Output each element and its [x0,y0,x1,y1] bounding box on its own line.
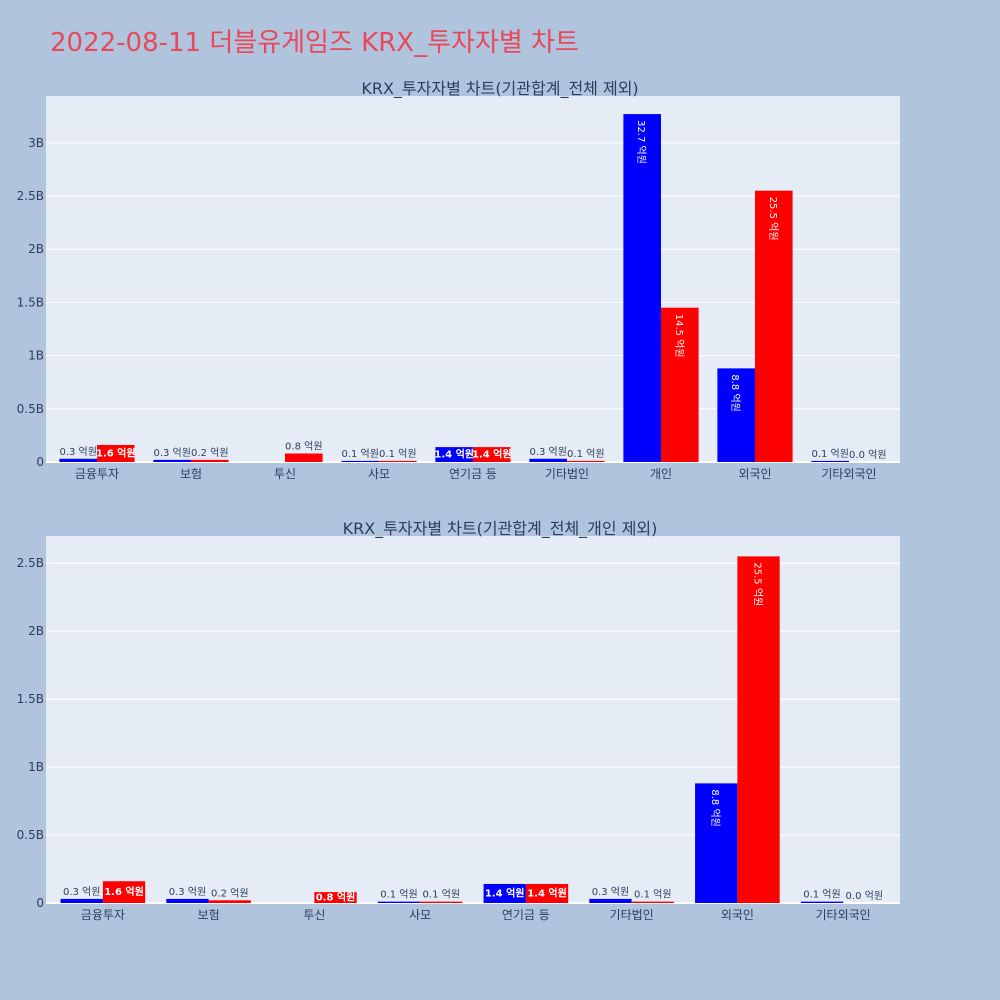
page-title: 2022-08-11 더블유게임즈 KRX_투자자별 차트 [50,28,579,58]
bar [153,459,191,462]
y-tick-label: 2.5B [17,189,44,203]
y-tick-label: 0.5B [17,402,44,416]
y-tick-label: 2B [28,624,44,638]
bar-data-label: 0.3 억원 [59,446,96,458]
bar-data-label: 0.1 억원 [379,448,416,460]
bar-data-label: 0.1 억원 [634,889,671,901]
bar-data-label: 8.8 억원 [709,789,721,826]
bar-data-label: 1.6 억원 [96,446,136,459]
x-tick-label: 투신 [303,908,325,922]
x-tick-label: 개인 [650,467,672,481]
bar-data-label: 0.3 억원 [529,446,566,458]
x-tick-label: 금융투자 [81,908,125,922]
bar-data-label: 0.0 억원 [846,890,883,902]
x-tick-label: 투신 [274,467,296,481]
bar [435,447,473,462]
y-tick-label: 1.5B [17,692,44,706]
bar-data-label: 0.0 억원 [849,449,886,461]
bar [191,459,229,462]
bar-data-label: 25.5 억원 [752,562,764,606]
bar-data-label: 1.6 억원 [104,885,144,898]
bar [208,900,251,903]
bar [631,901,674,903]
bar [420,901,463,903]
x-tick-label: 기타외국인 [821,467,876,481]
chart-institution-total-individual-excluded: KRX_투자자별 차트(기관합계_전체_개인 제외) 0 0.5B 1B 1.5B 2B 2… [17,519,900,922]
bar [695,783,738,903]
bar-data-label: 0.2 억원 [211,887,248,899]
bar-data-label: 14.5 억원 [673,314,685,358]
y-tick-label: 1B [28,349,44,363]
bar [567,460,605,462]
bar [379,460,417,462]
bar [661,307,699,462]
y-tick-label: 3B [28,136,44,150]
y-tick-label: 1.5B [17,295,44,309]
bar [623,114,661,462]
x-tick-label: 기타법인 [545,467,589,481]
y-tick-label: 0 [36,455,44,469]
bar [483,883,526,903]
bar [737,556,780,903]
bar-data-label: 0.3 억원 [169,886,206,898]
bar-data-label: 0.8 억원 [316,891,356,904]
bar-data-label: 1.4 억원 [472,448,512,461]
bar [97,444,135,462]
bar-data-label: 0.1 억원 [811,448,848,460]
bar-data-label: 0.3 억원 [153,447,190,459]
bar-data-label: 0.3 억원 [592,886,629,898]
bar-data-label: 1.4 억원 [527,886,567,899]
bar [60,898,103,903]
bar-data-label: 0.3 억원 [63,886,100,898]
bar [473,447,511,462]
y-tick-label: 0.5B [17,828,44,842]
bar-data-label: 1.4 억원 [485,886,525,899]
bar-data-label: 0.1 억원 [567,448,604,460]
bar [755,190,793,462]
y-tick-label: 1B [28,760,44,774]
bar [314,892,357,903]
bar [589,898,632,903]
x-tick-label: 보험 [198,908,220,922]
bar-data-label: 8.8 억원 [729,374,741,411]
y-tick-label: 0 [36,896,44,910]
chart-institution-total-excluded: KRX_투자자별 차트(기관합계_전체 제외) 0 0.5B 1B 1.5B 2B 2.5B… [17,79,900,481]
bar-data-label: 0.8 억원 [285,440,322,452]
bar [102,881,146,903]
y-tick-label: 2B [28,242,44,256]
bar [59,458,97,462]
x-tick-label: 사모 [409,908,431,922]
bar-data-label: 1.4 억원 [434,448,474,461]
bar-data-label: 0.2 억원 [191,447,228,459]
bar-data-label: 32.7 억원 [635,120,647,164]
x-tick-label: 기타외국인 [816,908,871,922]
x-tick-label: 외국인 [738,467,771,481]
x-tick-label: 사모 [368,467,390,481]
x-tick-label: 외국인 [721,908,754,922]
chart-title: KRX_투자자별 차트(기관합계_전체_개인 제외) [343,519,658,539]
bar [166,898,209,903]
bar [811,460,849,462]
bar [529,458,567,462]
bar [377,901,421,903]
bar-data-label: 0.1 억원 [423,889,460,901]
x-tick-label: 연기금 등 [449,467,497,481]
bar [341,460,379,462]
bar [800,901,844,903]
y-tick-label: 2.5B [17,556,44,570]
bar [525,883,569,903]
x-tick-label: 연기금 등 [502,908,550,922]
chart-title: KRX_투자자별 차트(기관합계_전체 제외) [361,79,638,99]
bar [285,453,323,462]
bar-data-label: 0.1 억원 [803,889,840,901]
x-tick-label: 보험 [180,467,202,481]
x-tick-label: 금융투자 [75,467,119,481]
bar-data-label: 0.1 억원 [341,448,378,460]
bar-data-label: 0.1 억원 [380,889,417,901]
x-tick-label: 기타법인 [610,908,654,922]
bar-data-label: 25.5 억원 [767,197,779,241]
bar [717,368,755,462]
